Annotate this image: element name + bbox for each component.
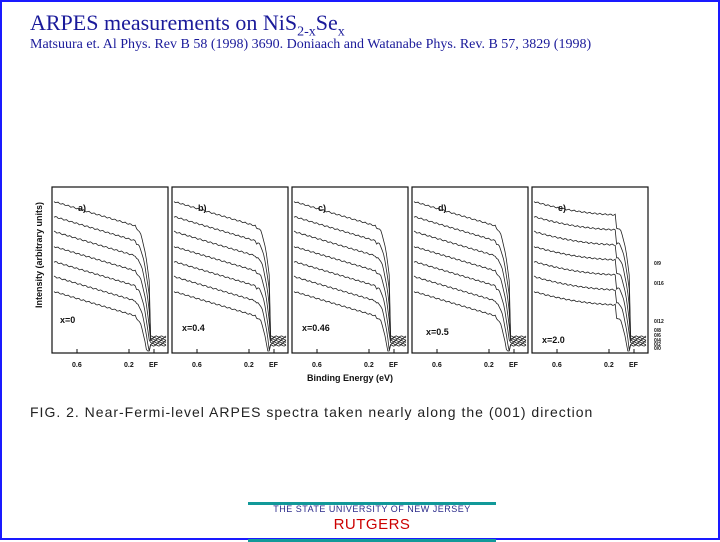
rutgers-logo: THE STATE UNIVERSITY OF NEW JERSEY RUTGE…	[248, 502, 496, 542]
spectrum-curve	[533, 216, 647, 340]
ratio-label: 0/9	[654, 261, 661, 267]
x-tick-label: 0.2	[244, 362, 254, 369]
spectrum-curve	[413, 216, 527, 340]
x-tick-label: 0.2	[124, 362, 134, 369]
x-tick-label: EF	[509, 362, 519, 369]
ratio-label: 0/16	[654, 281, 664, 287]
panel-letter: a)	[78, 203, 86, 213]
x-tick-label: 0.2	[484, 362, 494, 369]
panel-composition: x=0.46	[302, 323, 330, 333]
y-axis-label: Intensity (arbitrary units)	[34, 202, 44, 308]
ratio-label: 0/12	[654, 319, 664, 325]
spectrum-curve	[53, 261, 167, 344]
spectrum-curve	[533, 201, 647, 338]
spectrum-curve	[293, 216, 407, 340]
panel-frame	[51, 186, 169, 354]
arpes-figure: Intensity (arbitrary units) a) x=0 0.6 0.2 EF…	[30, 185, 670, 425]
x-tick-label: 0.6	[432, 362, 442, 369]
spectrum-curve	[293, 201, 407, 338]
x-tick-label: EF	[389, 362, 399, 369]
citation: Matsuura et. Al Phys. Rev B 58 (1998) 36…	[30, 37, 592, 52]
spectrum-curve	[173, 275, 287, 350]
spectrum-curve	[53, 216, 167, 340]
x-tick-label: EF	[149, 362, 159, 369]
panel-composition: x=0.4	[182, 323, 205, 333]
ratio-label: 0/0	[654, 346, 661, 352]
panel-composition: x=0.5	[426, 327, 449, 337]
panel-letter: d)	[438, 203, 447, 213]
spectrum-curve	[53, 275, 167, 352]
spectrum-curve	[173, 216, 287, 340]
panel-frame	[171, 186, 289, 354]
ratio-label: 0/2	[654, 342, 661, 348]
title-subscript-2: x	[337, 24, 345, 40]
spectrum-curve	[53, 291, 167, 352]
x-tick-label: 0.6	[552, 362, 562, 369]
title-subscript-1: 2-x	[297, 24, 316, 40]
arpes-figure-svg: Intensity (arbitrary units) a) x=0 0.6 0.2 EF…	[34, 186, 664, 383]
spectrum-curve	[53, 201, 167, 338]
panel-letter: c)	[318, 203, 326, 213]
spectrum-curve	[533, 291, 647, 352]
x-axis-label: Binding Energy (eV)	[307, 373, 393, 383]
spectrum-curve	[173, 261, 287, 344]
spectrum-curve	[173, 201, 287, 338]
panel-letter: b)	[198, 203, 207, 213]
spectrum-curve	[293, 261, 407, 344]
spectrum-curve	[293, 291, 407, 352]
x-tick-label: EF	[629, 362, 639, 369]
panel-composition: x=0	[60, 315, 75, 325]
spectrum-curve	[413, 275, 527, 352]
spectrum-curve	[293, 275, 407, 350]
x-tick-label: 0.2	[604, 362, 614, 369]
spectrum-curve	[293, 230, 407, 341]
spectrum-curve	[533, 275, 647, 350]
title-main: ARPES measurements on NiS	[30, 10, 298, 35]
ratio-label: 0/6	[654, 333, 661, 339]
spectrum-curve	[173, 230, 287, 341]
panel-frame	[291, 186, 409, 354]
panel-composition: x=2.0	[542, 335, 565, 345]
spectrum-curve	[53, 246, 167, 343]
spectrum-curve	[533, 261, 647, 344]
spectrum-curve	[533, 246, 647, 343]
logo-name: RUTGERS	[333, 516, 411, 533]
panel-frame	[411, 186, 529, 354]
spectrum-curve	[413, 201, 527, 338]
spectrum-curve	[413, 246, 527, 343]
spectrum-curve	[173, 291, 287, 352]
ratio-label: 0/4	[654, 338, 661, 344]
spectrum-curve	[413, 291, 527, 352]
panel-letter: e)	[558, 203, 566, 213]
spectrum-curve	[293, 246, 407, 343]
spectrum-curve	[53, 230, 167, 341]
logo-university: THE STATE UNIVERSITY OF NEW JERSEY	[273, 504, 471, 514]
title-mid: Se	[315, 10, 338, 35]
spectrum-curve	[413, 261, 527, 344]
x-tick-label: 0.2	[364, 362, 374, 369]
x-tick-label: 0.6	[312, 362, 322, 369]
x-tick-label: 0.6	[192, 362, 202, 369]
figure-caption: FIG. 2. Near-Fermi-level ARPES spectra t…	[30, 404, 594, 420]
slide-title: ARPES measurements on NiS2-xSex	[30, 10, 345, 40]
spectrum-curve	[413, 230, 527, 341]
ratio-label: 0/8	[654, 328, 661, 334]
spectrum-curve	[533, 230, 647, 341]
x-tick-label: 0.6	[72, 362, 82, 369]
panel-frame	[531, 186, 649, 354]
x-tick-label: EF	[269, 362, 279, 369]
spectrum-curve	[173, 246, 287, 343]
